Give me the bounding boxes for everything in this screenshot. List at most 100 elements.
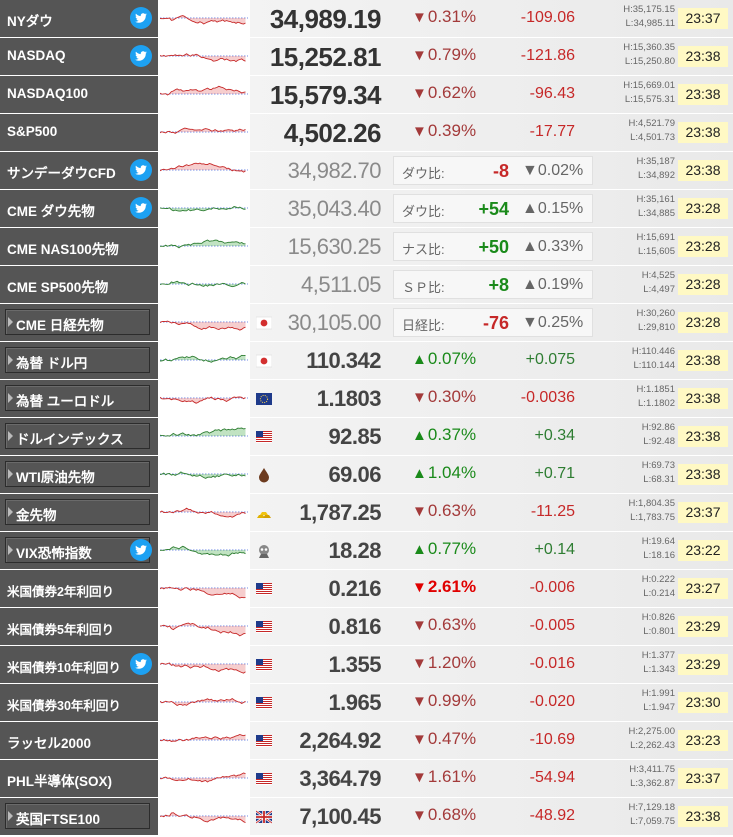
- sparkline-chart[interactable]: [160, 305, 248, 340]
- instrument-name-cell[interactable]: CME SP500先物: [0, 266, 158, 303]
- instrument-name-cell[interactable]: NASDAQ100: [0, 76, 158, 113]
- expand-arrow-icon[interactable]: [8, 811, 13, 821]
- instrument-name-cell[interactable]: PHL半導体(SOX): [0, 760, 158, 797]
- sparkline-chart[interactable]: [160, 1, 248, 36]
- last-price: 1.1803: [316, 386, 382, 411]
- sparkline-chart[interactable]: [160, 191, 248, 226]
- sparkline-chart[interactable]: [160, 343, 248, 378]
- instrument-name-cell[interactable]: VIX恐怖指数: [0, 532, 158, 569]
- high-low: H:4,525 L:4,497: [605, 269, 675, 297]
- twitter-icon[interactable]: [130, 653, 152, 675]
- pct-value: 2.61%: [427, 577, 477, 596]
- comparison-label: ダウ比:: [402, 166, 445, 181]
- instrument-name-cell[interactable]: 米国債券10年利回り: [0, 646, 158, 683]
- sparkline-chart[interactable]: [160, 723, 248, 758]
- down-triangle-icon: ▼: [522, 162, 538, 179]
- quote-data-cell: [250, 456, 733, 493]
- expand-arrow-icon[interactable]: [8, 545, 13, 555]
- instrument-name-cell[interactable]: NYダウ: [0, 0, 158, 37]
- instrument-name-cell[interactable]: NASDAQ: [0, 38, 158, 75]
- sparkline-chart[interactable]: [160, 685, 248, 720]
- day-high: H:15,360.35: [623, 42, 675, 53]
- instrument-name-cell[interactable]: 米国債券30年利回り: [0, 684, 158, 721]
- sparkline-chart[interactable]: [160, 419, 248, 454]
- sparkline-chart[interactable]: [160, 533, 248, 568]
- instrument-name-cell[interactable]: S&P500: [0, 114, 158, 151]
- sparkline-chart[interactable]: [160, 647, 248, 682]
- down-triangle-icon: ▼: [412, 123, 427, 140]
- sparkline-chart[interactable]: [160, 229, 248, 264]
- down-triangle-icon: ▼: [522, 314, 538, 331]
- instrument-button-frame[interactable]: [5, 309, 150, 335]
- instrument-name-cell[interactable]: CME NAS100先物: [0, 228, 158, 265]
- sparkline-chart[interactable]: [160, 609, 248, 644]
- expand-arrow-icon[interactable]: [8, 317, 13, 327]
- sparkline-chart[interactable]: [160, 799, 248, 834]
- instrument-name-cell[interactable]: 金先物: [0, 494, 158, 531]
- instrument-button-frame[interactable]: [5, 803, 150, 829]
- sparkline-chart[interactable]: [160, 115, 248, 150]
- instrument-name: 為替 ユーロドル: [16, 394, 115, 409]
- sparkline-chart[interactable]: [160, 77, 248, 112]
- twitter-icon[interactable]: [130, 7, 152, 29]
- sparkline-chart[interactable]: [160, 39, 248, 74]
- twitter-icon[interactable]: [130, 539, 152, 561]
- day-high: H:0.222: [641, 574, 675, 585]
- instrument-name: NASDAQ100: [7, 86, 89, 101]
- instrument-name-cell[interactable]: 米国債券2年利回り: [0, 570, 158, 607]
- twitter-icon[interactable]: [130, 197, 152, 219]
- quote-data-cell: [250, 570, 733, 607]
- twitter-icon[interactable]: [130, 159, 152, 181]
- sparkline-chart[interactable]: [160, 153, 248, 188]
- quote-row: PHL半導体(SOX) 3,364.79 ▼1.61% -54.94 H:3,411.7…: [0, 760, 733, 798]
- sparkline-chart[interactable]: [160, 571, 248, 606]
- instrument-name-cell[interactable]: ラッセル2000: [0, 722, 158, 759]
- change-percent: ▲0.07%: [412, 348, 476, 371]
- instrument-name-cell[interactable]: ドルインデックス: [0, 418, 158, 455]
- day-low: L:3,362.87: [630, 778, 675, 789]
- change-percent: ▼1.20%: [412, 652, 476, 675]
- expand-arrow-icon[interactable]: [8, 393, 13, 403]
- day-low: L:0.214: [643, 588, 675, 599]
- sparkline-chart[interactable]: [160, 267, 248, 302]
- pct-value: 0.99%: [427, 691, 477, 710]
- futures-comparison-box: ダウ比: +54 ▲0.15%: [393, 194, 593, 223]
- day-high: H:110.446: [631, 346, 675, 357]
- day-low: L:110.144: [633, 360, 675, 371]
- twitter-icon[interactable]: [130, 45, 152, 67]
- expand-arrow-icon[interactable]: [8, 469, 13, 479]
- instrument-button-frame[interactable]: [5, 423, 150, 449]
- expand-arrow-icon[interactable]: [8, 355, 13, 365]
- instrument-button-frame[interactable]: [5, 385, 150, 411]
- update-time: 23:29: [678, 654, 728, 675]
- pct-value: 1.20%: [427, 653, 477, 672]
- sparkline-chart[interactable]: [160, 761, 248, 796]
- update-time: 23:38: [678, 350, 728, 371]
- day-high: H:1.1851: [636, 384, 675, 395]
- instrument-name-cell[interactable]: WTI原油先物: [0, 456, 158, 493]
- pct-value: 0.30%: [427, 387, 477, 406]
- sparkline-chart[interactable]: [160, 381, 248, 416]
- high-low: H:1,804.35 L:1,783.75: [605, 497, 675, 525]
- instrument-name-cell[interactable]: サンデーダウCFD: [0, 152, 158, 189]
- sparkline-chart[interactable]: [160, 495, 248, 530]
- instrument-button-frame[interactable]: [5, 347, 150, 373]
- instrument-name-cell[interactable]: 英国FTSE100: [0, 798, 158, 835]
- instrument-name-cell[interactable]: 米国債券5年利回り: [0, 608, 158, 645]
- last-price: 92.85: [328, 424, 381, 449]
- expand-arrow-icon[interactable]: [8, 507, 13, 517]
- instrument-button-frame[interactable]: [5, 461, 150, 487]
- comparison-diff: -8: [492, 161, 509, 181]
- sparkline-chart[interactable]: [160, 457, 248, 492]
- instrument-name-cell[interactable]: CME 日経先物: [0, 304, 158, 341]
- instrument-name-cell[interactable]: 為替 ユーロドル: [0, 380, 158, 417]
- change-value: -109.06: [520, 9, 575, 26]
- day-low: L:15,605: [638, 246, 675, 257]
- instrument-name-cell[interactable]: CME ダウ先物: [0, 190, 158, 227]
- day-low: L:4,501.73: [630, 132, 675, 143]
- instrument-button-frame[interactable]: [5, 499, 150, 525]
- change-percent: ▼0.39%: [412, 120, 476, 143]
- instrument-name-cell[interactable]: 為替 ドル円: [0, 342, 158, 379]
- expand-arrow-icon[interactable]: [8, 431, 13, 441]
